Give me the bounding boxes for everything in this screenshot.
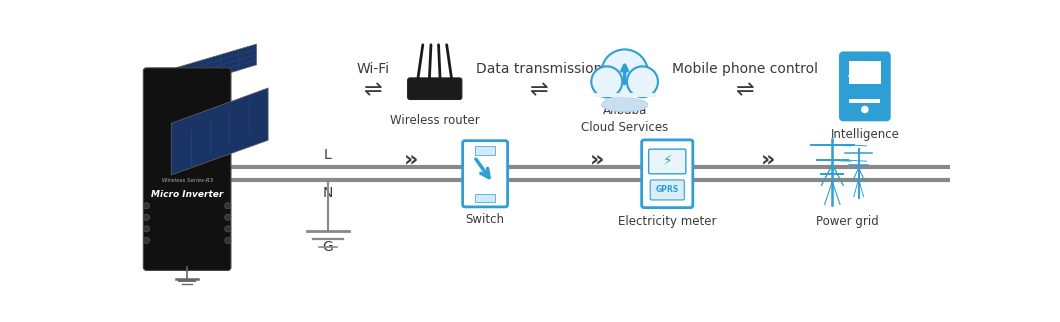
Ellipse shape [604,96,626,105]
Text: L: L [324,148,332,162]
FancyBboxPatch shape [475,194,495,202]
Text: Wireless router: Wireless router [390,114,479,127]
Text: Wi-Fi: Wi-Fi [356,62,389,76]
Circle shape [862,106,868,113]
Text: ⚡: ⚡ [662,154,672,168]
Circle shape [225,237,231,243]
Text: »: » [590,150,604,170]
Polygon shape [165,44,257,92]
Text: ⇌: ⇌ [364,80,382,100]
Ellipse shape [601,98,648,112]
FancyBboxPatch shape [475,146,495,155]
Text: Wireless Series-R3: Wireless Series-R3 [161,178,213,183]
Text: Cloud
Intelligence: Cloud Intelligence [830,111,899,141]
Text: GPRS: GPRS [656,185,678,194]
FancyBboxPatch shape [408,78,462,99]
FancyBboxPatch shape [649,149,686,174]
FancyBboxPatch shape [594,77,656,97]
FancyBboxPatch shape [849,61,881,84]
Text: ⇌: ⇌ [530,80,549,100]
Polygon shape [172,88,268,175]
FancyBboxPatch shape [595,74,654,97]
Text: APP: APP [848,65,882,80]
FancyBboxPatch shape [641,140,693,208]
Text: Switch: Switch [465,213,505,226]
Circle shape [143,226,149,232]
Text: G: G [322,240,333,253]
FancyBboxPatch shape [594,92,656,97]
Circle shape [225,203,231,209]
Circle shape [601,49,648,96]
FancyBboxPatch shape [650,180,685,200]
Text: Mobile phone control: Mobile phone control [672,62,817,76]
FancyBboxPatch shape [143,68,231,270]
Text: N: N [322,186,333,200]
Text: Electricity meter: Electricity meter [618,215,717,228]
Text: Data transmission: Data transmission [476,62,602,76]
Text: »: » [404,150,419,170]
Text: ⇌: ⇌ [736,80,754,100]
Text: »: » [761,150,775,170]
Text: Alibaba
Cloud Services: Alibaba Cloud Services [581,104,668,134]
FancyBboxPatch shape [849,99,881,103]
Circle shape [143,237,149,243]
Circle shape [143,203,149,209]
Circle shape [626,66,658,97]
Circle shape [225,226,231,232]
Text: Micro Inverter: Micro Inverter [151,190,224,199]
Circle shape [591,66,622,97]
Circle shape [143,214,149,220]
Text: Power grid: Power grid [816,215,879,228]
Circle shape [225,214,231,220]
FancyBboxPatch shape [841,52,889,120]
FancyBboxPatch shape [462,141,508,207]
